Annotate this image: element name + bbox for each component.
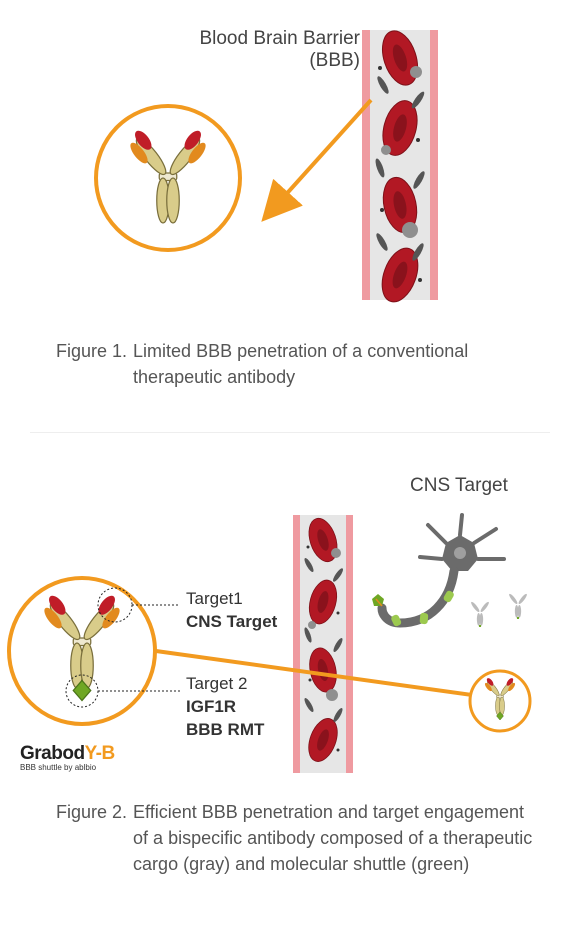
bbb-label-line1: Blood Brain Barrier (199, 28, 360, 50)
arrow-bounce (272, 100, 371, 210)
blood-vessel-fig1 (362, 26, 438, 306)
target2-name-l2: BBB RMT (186, 719, 264, 742)
bbb-label-line2: (BBB) (199, 50, 360, 72)
target2-name-l1: IGF1R (186, 696, 264, 719)
figure1-caption-text: Limited BBB penetration of a conventiona… (133, 338, 540, 390)
figure2-panel: CNS Target Target1 CNS Target Target 2 I… (0, 433, 580, 932)
figure2-caption: Figure 2. Efficient BBB penetration and … (56, 799, 540, 877)
bbb-label: Blood Brain Barrier (BBB) (199, 28, 360, 72)
neuron (372, 515, 528, 627)
figure1-caption: Figure 1. Limited BBB penetration of a c… (56, 338, 540, 390)
figure1-panel: Blood Brain Barrier (BBB) Figure 1. Limi… (0, 0, 580, 432)
figure1-number: Figure 1. (56, 338, 127, 390)
logo-text-2: Y-B (85, 743, 115, 764)
target2-block: Target 2 IGF1R BBB RMT (186, 673, 264, 742)
cns-target-label: CNS Target (410, 475, 508, 497)
grabody-logo: GrabodY-B BBB shuttle by ablbio (20, 743, 115, 772)
figure2-caption-text: Efficient BBB penetration and target eng… (133, 799, 540, 877)
target2-label: Target 2 (186, 673, 264, 696)
target1-label: Target1 (186, 588, 277, 611)
blood-vessel-fig2 (293, 515, 353, 773)
figure2-number: Figure 2. (56, 799, 127, 877)
target1-name: CNS Target (186, 611, 277, 634)
logo-text-1: Grabod (20, 743, 85, 764)
target1-block: Target1 CNS Target (186, 588, 277, 634)
